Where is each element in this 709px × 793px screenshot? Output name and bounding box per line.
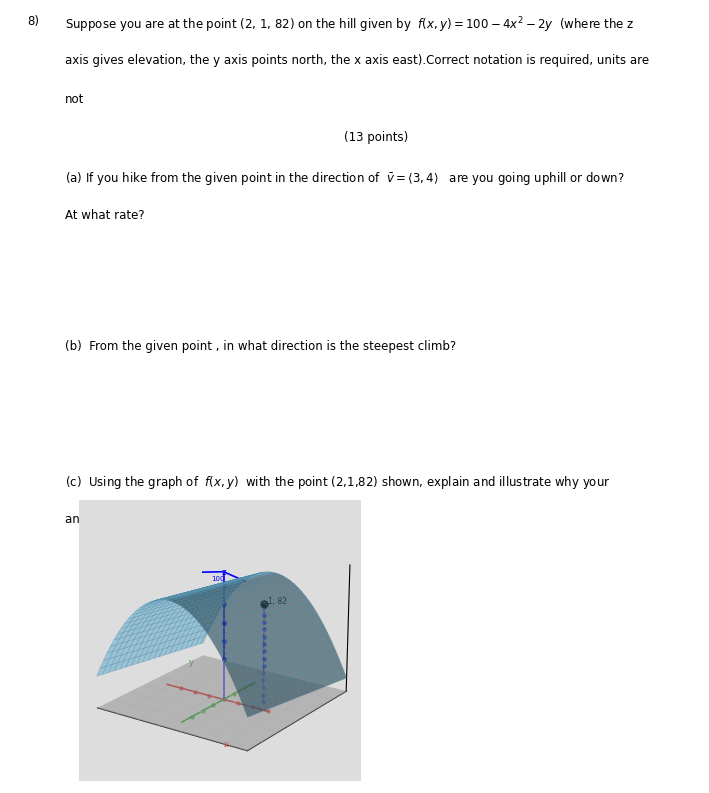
Text: Suppose you are at the point (2, 1, 82) on the hill given by  $f(x,y)=100-4x^2-2: Suppose you are at the point (2, 1, 82) …: [65, 16, 635, 35]
Text: not: not: [65, 93, 84, 105]
Text: (c)  Using the graph of  $f(x,y)$  with the point (2,1,82) shown, explain and il: (c) Using the graph of $f(x,y)$ with the…: [65, 474, 610, 491]
Text: (a) If you hike from the given point in the direction of  $\bar{v}=\langle 3,4\r: (a) If you hike from the given point in …: [65, 170, 625, 187]
Text: At what rate?: At what rate?: [65, 209, 145, 222]
Text: (13 points): (13 points): [344, 132, 408, 144]
Text: axis gives elevation, the y axis points north, the x axis east).Correct notation: axis gives elevation, the y axis points …: [65, 54, 649, 67]
Text: answers above are reasonable (or not).: answers above are reasonable (or not).: [65, 513, 298, 526]
Text: (b)  From the given point , in what direction is the steepest climb?: (b) From the given point , in what direc…: [65, 340, 457, 353]
Text: 8): 8): [27, 16, 39, 29]
